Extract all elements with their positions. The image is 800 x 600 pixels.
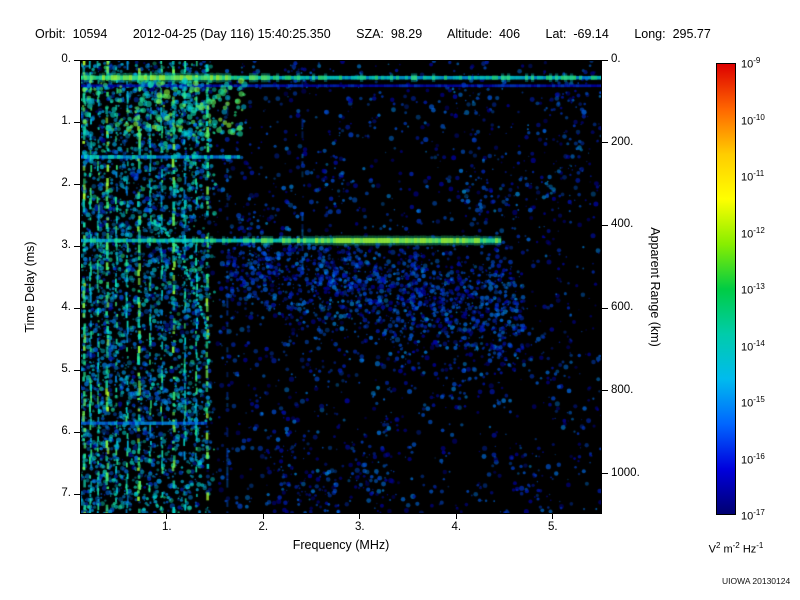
y2-tick-label: 600. <box>611 301 634 314</box>
long-label: Long: <box>634 27 666 41</box>
y2-tick-mark <box>602 59 608 61</box>
y2-tick-mark <box>602 142 608 144</box>
y-tick-mark <box>74 307 80 309</box>
y-tick-mark <box>74 369 80 371</box>
y-tick-label: 2. <box>61 177 71 190</box>
y-tick-mark <box>74 493 80 495</box>
y-tick-label: 1. <box>61 115 71 128</box>
sza-value: 98.29 <box>390 27 423 41</box>
y2-tick-label: 0. <box>611 53 621 65</box>
x-tick-label: 5. <box>547 521 558 533</box>
y2-tick-mark <box>602 307 608 309</box>
y-tick-label: 5. <box>61 363 71 376</box>
y-tick-label: 7. <box>61 487 71 500</box>
x-tick-label: 2. <box>258 521 269 533</box>
y2-tick-mark <box>602 390 608 392</box>
x-tick-mark <box>455 514 457 519</box>
y2-tick-label: 400. <box>611 218 634 231</box>
colorbar-tick-label: 10-13 <box>741 282 765 297</box>
y-tick-mark <box>74 183 80 185</box>
y2-tick-label: 1000. <box>611 466 640 479</box>
altitude-label: Altitude: <box>447 27 493 41</box>
x-tick-mark <box>262 514 264 519</box>
colorbar-tick-label: 10-12 <box>741 225 765 241</box>
colorbar-tick-label: 10-16 <box>741 451 765 467</box>
y-tick-mark <box>74 245 80 247</box>
x-tick-label: 1. <box>162 521 172 533</box>
y2-axis-title: Apparent Range (km) <box>648 227 662 347</box>
y-tick-mark <box>74 59 80 61</box>
x-axis-title: Frequency (MHz) <box>292 538 390 552</box>
y-tick-label: 6. <box>61 425 71 438</box>
x-tick-mark <box>359 514 361 519</box>
y-tick-label: 4. <box>61 301 71 314</box>
colorbar-tick-label: 10-15 <box>741 395 765 410</box>
colorbar-gradient <box>716 63 736 515</box>
y-tick-label: 0. <box>61 53 71 65</box>
colorbar-tick-label: 10-11 <box>741 169 765 184</box>
credit-text: UIOWA 20130124 <box>722 576 791 586</box>
y2-tick-label: 800. <box>611 383 634 396</box>
sza-label: SZA: <box>356 27 384 41</box>
header-info: Orbit: 10594 2012-04-25 (Day 116) 15:40:2… <box>35 27 711 41</box>
colorbar-tick-label: 10-14 <box>741 338 765 354</box>
y-axis-title: Time Delay (ms) <box>23 241 37 333</box>
y2-tick-label: 200. <box>611 135 634 148</box>
y2-tick-mark <box>602 473 608 475</box>
colorbar-unit-label: V2 m-2 Hz-1 <box>708 541 764 556</box>
long-value: 295.77 <box>672 27 711 41</box>
lat-value: -69.14 <box>573 27 609 41</box>
x-tick-label: 3. <box>354 521 365 533</box>
orbit-label: Orbit: <box>35 27 66 41</box>
x-tick-label: 4. <box>451 521 462 533</box>
y-tick-mark <box>74 431 80 433</box>
colorbar-tick-label: 10-10 <box>741 112 765 128</box>
colorbar-tick-label: 10-9 <box>741 56 761 71</box>
altitude-value: 406 <box>499 27 521 41</box>
colorbar-tick-label: 10-17 <box>741 508 765 523</box>
x-tick-mark <box>552 514 554 519</box>
plot-frame <box>80 60 602 514</box>
y-tick-label: 3. <box>61 239 71 252</box>
y-tick-mark <box>74 121 80 123</box>
x-tick-mark <box>166 514 168 519</box>
orbit-value: 10594 <box>72 27 108 41</box>
lat-label: Lat: <box>545 27 567 41</box>
spectrogram-canvas <box>81 61 601 513</box>
y2-tick-mark <box>602 224 608 226</box>
datetime-value: 2012-04-25 (Day 116) 15:40:25.350 <box>132 27 331 41</box>
